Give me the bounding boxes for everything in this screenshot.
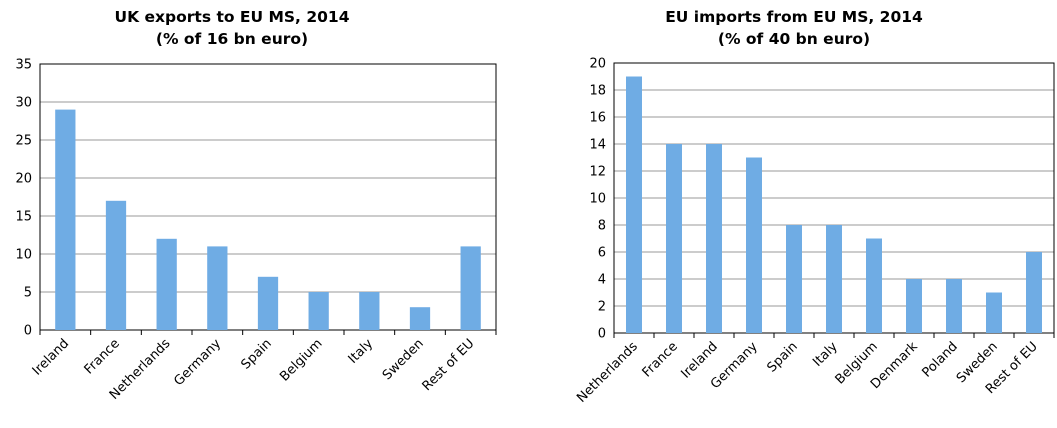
uk-exports-chart: UK exports to EU MS, 2014 (% of 16 bn eu… — [0, 0, 500, 428]
x-tick-label: Sweden — [380, 336, 427, 383]
y-tick-label: 8 — [598, 219, 606, 234]
bar — [359, 292, 380, 330]
bar — [746, 157, 762, 333]
y-tick-label: 0 — [24, 324, 32, 339]
bar — [906, 279, 922, 333]
y-tick-label: 20 — [589, 57, 606, 72]
y-tick-label: 10 — [589, 192, 606, 207]
bar — [826, 225, 842, 333]
x-tick-label: Spain — [239, 336, 275, 372]
bar — [105, 200, 127, 330]
x-tick-label: Ireland — [30, 336, 72, 378]
chart-title: EU imports from EU MS, 2014 — [665, 8, 923, 26]
x-tick-label: Rest of EU — [420, 336, 478, 394]
y-tick-label: 10 — [15, 248, 32, 263]
y-tick-label: 6 — [598, 246, 606, 261]
bar — [986, 292, 1002, 333]
bar — [55, 109, 76, 330]
y-tick-label: 14 — [589, 138, 606, 153]
eu-imports-chart: EU imports from EU MS, 2014 (% of 40 bn … — [548, 0, 1057, 428]
y-tick-label: 0 — [598, 327, 606, 342]
x-tick-label: Italy — [346, 336, 377, 367]
bar — [308, 292, 329, 330]
uk-exports-chart-svg: UK exports to EU MS, 2014 (% of 16 bn eu… — [15, 8, 497, 403]
y-tick-label: 2 — [598, 300, 606, 315]
x-tick-label: Belgium — [277, 336, 325, 384]
y-tick-label: 16 — [589, 111, 606, 126]
bar — [156, 238, 177, 330]
bar — [786, 225, 802, 333]
x-tick-label: Germany — [171, 336, 224, 389]
y-tick-label: 35 — [15, 58, 32, 73]
bar — [666, 144, 682, 333]
y-tick-label: 12 — [589, 165, 606, 180]
eu-imports-chart-svg: EU imports from EU MS, 2014 (% of 40 bn … — [574, 8, 1055, 406]
x-tick-label: France — [640, 339, 681, 380]
x-tick-label: Netherlands — [574, 339, 641, 406]
x-tick-label: Spain — [765, 339, 801, 375]
bar — [946, 279, 962, 333]
bar — [866, 238, 882, 333]
bar — [1026, 252, 1042, 333]
bar — [257, 276, 279, 330]
y-tick-label: 20 — [15, 172, 32, 187]
chart-subtitle: (% of 16 bn euro) — [156, 30, 308, 48]
bar — [626, 76, 642, 333]
y-tick-label: 5 — [24, 286, 32, 301]
bar — [207, 246, 228, 330]
y-tick-label: 30 — [15, 96, 32, 111]
bar — [409, 307, 431, 330]
chart-title: UK exports to EU MS, 2014 — [115, 8, 350, 26]
y-tick-label: 25 — [15, 134, 32, 149]
y-tick-label: 15 — [15, 210, 32, 225]
y-tick-label: 18 — [589, 84, 606, 99]
chart-subtitle: (% of 40 bn euro) — [718, 30, 870, 48]
bar — [460, 246, 481, 330]
x-tick-label: Italy — [810, 339, 841, 370]
y-tick-label: 4 — [598, 273, 606, 288]
bar — [706, 144, 722, 333]
x-tick-label: France — [82, 336, 123, 377]
